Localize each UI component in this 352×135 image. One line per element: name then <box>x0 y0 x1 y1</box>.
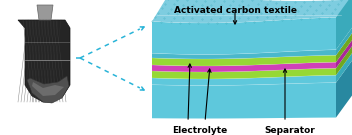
Polygon shape <box>152 75 336 85</box>
Polygon shape <box>336 53 352 83</box>
Text: Separator: Separator <box>265 126 315 135</box>
Polygon shape <box>336 46 352 75</box>
Polygon shape <box>152 17 336 55</box>
Polygon shape <box>37 5 53 20</box>
Polygon shape <box>152 83 336 119</box>
Polygon shape <box>152 62 336 72</box>
Polygon shape <box>32 82 64 96</box>
Text: Activated carbon textile: Activated carbon textile <box>174 6 296 15</box>
Polygon shape <box>336 40 352 68</box>
Text: Electrolyte: Electrolyte <box>172 126 228 135</box>
Polygon shape <box>152 0 352 23</box>
Polygon shape <box>336 0 352 50</box>
Polygon shape <box>336 61 352 118</box>
Polygon shape <box>18 20 70 102</box>
Polygon shape <box>152 55 336 66</box>
Polygon shape <box>152 68 336 79</box>
Polygon shape <box>152 50 336 59</box>
Polygon shape <box>336 28 352 55</box>
Polygon shape <box>336 33 352 62</box>
Polygon shape <box>27 76 69 103</box>
